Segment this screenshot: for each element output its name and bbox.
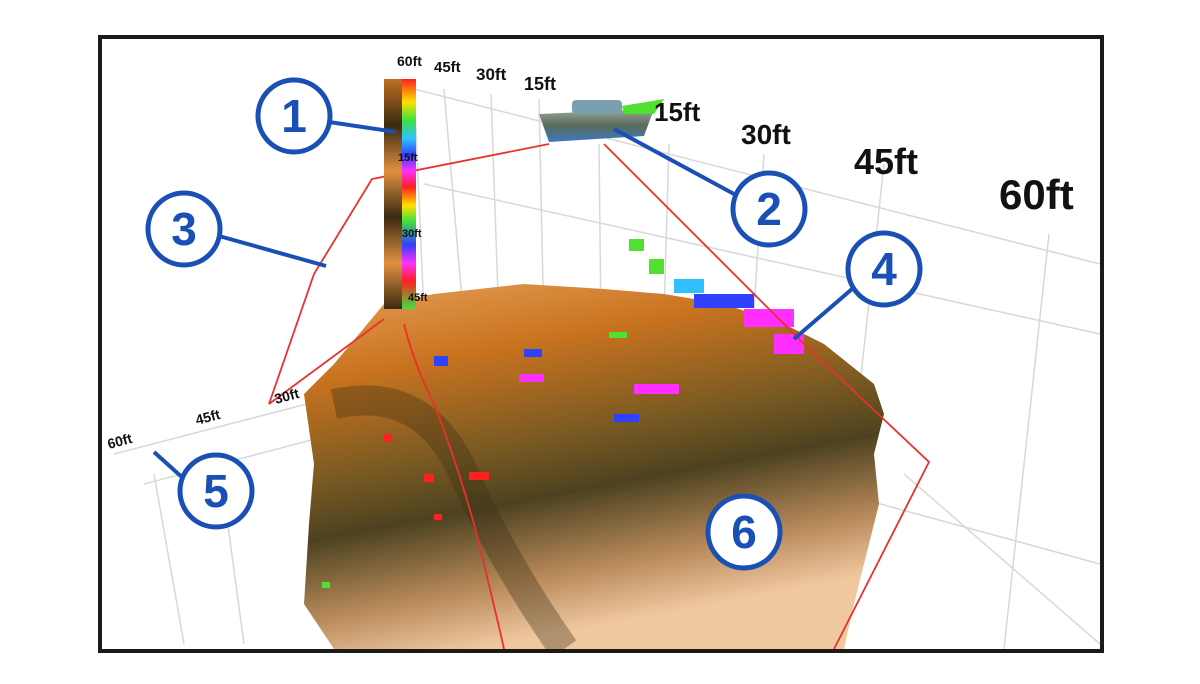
svg-text:1: 1 — [281, 90, 307, 142]
fish-targets — [322, 239, 804, 588]
svg-text:2: 2 — [756, 183, 782, 235]
terrain-ridge — [330, 385, 577, 649]
boat-icon — [539, 99, 664, 142]
svg-text:6: 6 — [731, 506, 757, 558]
scale-label: 30ft — [476, 65, 507, 84]
depth-color-bar: 15ft 30ft 45ft — [384, 79, 428, 309]
color-bar-label: 45ft — [408, 292, 428, 304]
scale-label: 45ft — [854, 141, 918, 182]
scale-label: 30ft — [741, 119, 791, 150]
svg-text:5: 5 — [203, 465, 229, 517]
callout-2: 2 — [730, 170, 808, 248]
scale-label: 45ft — [434, 59, 461, 76]
sonar-cone — [268, 143, 931, 649]
callout-6: 6 — [705, 493, 783, 571]
scale-label: 15ft — [524, 74, 556, 94]
callout-1: 1 — [255, 77, 333, 155]
scale-label: 45ft — [194, 406, 223, 428]
scale-label: 60ft — [106, 430, 135, 452]
scale-label: 15ft — [654, 97, 701, 127]
svg-text:4: 4 — [871, 243, 897, 295]
color-bar-label: 15ft — [398, 152, 418, 164]
callout-5: 5 — [177, 452, 255, 530]
scale-left: 30ft 45ft 60ft — [106, 385, 302, 452]
callout-leaders — [152, 120, 854, 481]
scene: 15ft 30ft 45ft 60ft 45ft 30ft 15ft 15ft … — [106, 53, 1100, 649]
svg-text:3: 3 — [171, 203, 197, 255]
callout-4: 4 — [845, 230, 923, 308]
scale-right: 15ft 30ft 45ft 60ft — [654, 97, 1074, 218]
scale-label: 60ft — [397, 53, 422, 69]
scale-top: 60ft 45ft 30ft 15ft — [397, 53, 556, 94]
scale-label: 30ft — [273, 385, 302, 407]
callout-3: 3 — [145, 190, 223, 268]
scale-label: 60ft — [999, 171, 1074, 218]
color-bar-label: 30ft — [402, 228, 422, 240]
sonar-3d-view: 15ft 30ft 45ft 60ft 45ft 30ft 15ft 15ft … — [98, 35, 1104, 653]
